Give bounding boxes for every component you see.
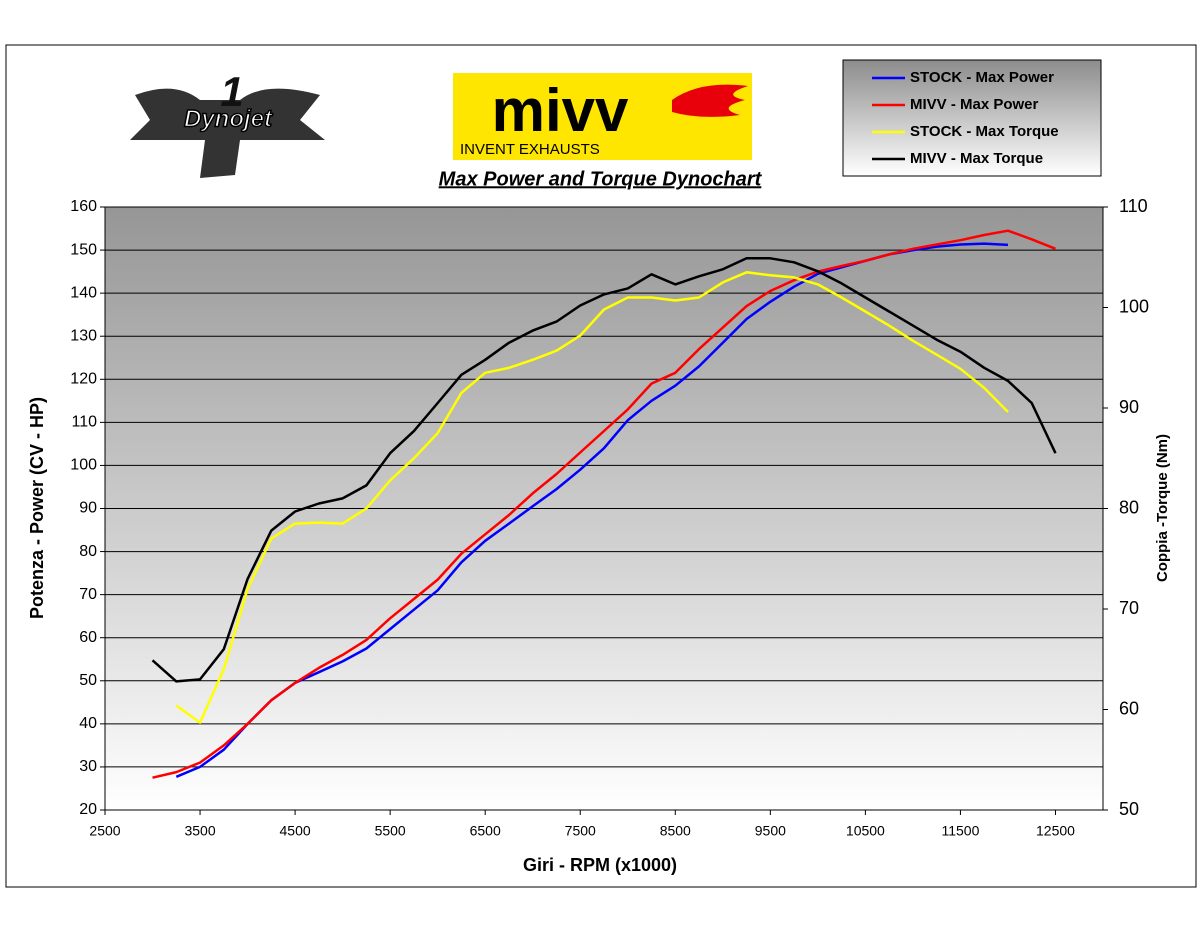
legend-label: STOCK - Max Power [910, 69, 1054, 86]
x-tick-label: 11500 [941, 823, 979, 839]
dynojet-logo: 1 Dynojet [130, 68, 325, 178]
mivv-logo: mivv INVENT EXHAUSTS [453, 73, 752, 160]
legend-label: MIVV - Max Torque [910, 150, 1043, 167]
y2-axis-label: Coppia -Torque (Nm) [1154, 434, 1171, 582]
series-line [151, 257, 1057, 683]
x-tick-label: 12500 [1036, 823, 1075, 839]
y-tick-label: 60 [79, 629, 97, 646]
y-tick-label: 120 [70, 371, 97, 388]
y-tick-label: 20 [79, 801, 97, 818]
x-tick-label: 10500 [846, 823, 885, 839]
x-tick-label: 8500 [660, 823, 691, 839]
y-tick-label: 100 [70, 457, 97, 474]
mivv-tagline: INVENT EXHAUSTS [460, 141, 600, 158]
y-tick-label: 110 [71, 414, 97, 431]
x-tick-label: 9500 [755, 823, 786, 839]
y2-tick-label: 80 [1119, 497, 1139, 517]
y-tick-label: 90 [79, 500, 97, 517]
dynojet-text: Dynojet [184, 105, 273, 132]
y-tick-label: 150 [70, 241, 97, 258]
y2-tick-label: 50 [1119, 799, 1139, 819]
x-tick-label: 3500 [184, 823, 215, 839]
y2-tick-label: 60 [1119, 698, 1139, 718]
y-tick-label: 160 [70, 198, 97, 215]
y-tick-label: 50 [79, 672, 97, 689]
mivv-text: mivv [492, 77, 629, 144]
y-axis-label: Potenza - Power (CV - HP) [27, 397, 47, 619]
logo-one: 1 [220, 68, 243, 115]
x-tick-label: 4500 [280, 823, 311, 839]
x-tick-label: 5500 [375, 823, 406, 839]
y2-tick-label: 70 [1119, 598, 1139, 618]
y2-tick-label: 110 [1119, 196, 1148, 216]
y2-tick-label: 100 [1119, 296, 1149, 316]
y-tick-label: 40 [79, 715, 97, 732]
y-tick-label: 140 [70, 284, 97, 301]
legend-label: MIVV - Max Power [910, 96, 1039, 113]
x-tick-label: 2500 [89, 823, 120, 839]
series-line [175, 271, 1009, 724]
chart-title: Max Power and Torque Dynochart [439, 168, 763, 190]
series-line [152, 229, 1056, 779]
x-tick-label: 7500 [565, 823, 596, 839]
y-tick-label: 70 [79, 586, 97, 603]
y-tick-label: 30 [79, 758, 97, 775]
y2-tick-label: 90 [1119, 397, 1139, 417]
y-tick-label: 130 [70, 327, 97, 344]
x-axis-label: Giri - RPM (x1000) [523, 855, 677, 875]
x-tick-label: 6500 [470, 823, 501, 839]
legend-label: STOCK - Max Torque [910, 123, 1059, 140]
legend-box [842, 59, 1102, 177]
y-tick-label: 80 [79, 543, 97, 560]
